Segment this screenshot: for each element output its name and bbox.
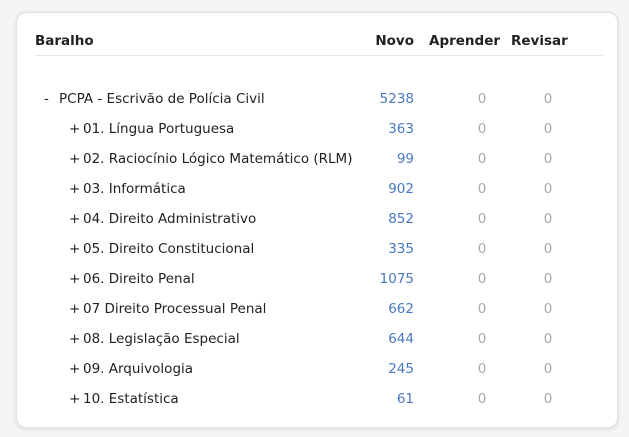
header-new: Novo (375, 33, 414, 49)
review-count: 0 (543, 331, 553, 347)
learn-count: 0 (477, 301, 487, 317)
deck-name[interactable]: 02. Raciocínio Lógico Matemático (RLM) (83, 151, 353, 167)
review-count: 0 (543, 301, 553, 317)
learn-count: 0 (477, 211, 487, 227)
expand-toggle[interactable]: + (69, 151, 81, 167)
expand-toggle[interactable]: - (44, 91, 49, 107)
expand-toggle[interactable]: + (69, 361, 81, 377)
deck-name[interactable]: 01. Língua Portuguesa (83, 121, 235, 137)
deck-name[interactable]: 10. Estatística (83, 391, 179, 407)
new-count: 335 (388, 241, 414, 257)
learn-count: 0 (477, 331, 487, 347)
review-count: 0 (543, 181, 553, 197)
new-count: 61 (396, 391, 414, 407)
deck-name[interactable]: 05. Direito Constitucional (83, 241, 255, 257)
expand-toggle[interactable]: + (69, 331, 81, 347)
new-count: 99 (396, 151, 414, 167)
learn-count: 0 (477, 151, 487, 167)
new-count: 5238 (379, 91, 414, 107)
learn-count: 0 (477, 121, 487, 137)
learn-count: 0 (477, 391, 487, 407)
new-count: 363 (388, 121, 414, 137)
review-count: 0 (543, 151, 553, 167)
expand-toggle[interactable]: + (69, 181, 81, 197)
new-count: 245 (388, 361, 414, 377)
expand-toggle[interactable]: + (69, 211, 81, 227)
review-count: 0 (543, 391, 553, 407)
deck-card: Baralho Novo Aprender Revisar - PCPA - Es… (16, 12, 618, 428)
deck-name[interactable]: 04. Direito Administrativo (83, 211, 257, 227)
new-count: 644 (388, 331, 414, 347)
deck-name[interactable]: PCPA - Escrivão de Polícia Civil (59, 91, 265, 107)
new-count: 902 (388, 181, 414, 197)
deck-name[interactable]: 08. Legislação Especial (83, 331, 240, 347)
learn-count: 0 (477, 241, 487, 257)
expand-toggle[interactable]: + (69, 241, 81, 257)
header-review: Revisar (511, 33, 568, 49)
new-count: 852 (388, 211, 414, 227)
new-count: 662 (388, 301, 414, 317)
learn-count: 0 (477, 181, 487, 197)
review-count: 0 (543, 361, 553, 377)
header-divider (35, 55, 603, 56)
learn-count: 0 (477, 361, 487, 377)
expand-toggle[interactable]: + (69, 121, 81, 137)
expand-toggle[interactable]: + (69, 271, 81, 287)
header-learn: Aprender (429, 33, 501, 49)
review-count: 0 (543, 121, 553, 137)
deck-name[interactable]: 03. Informática (83, 181, 186, 197)
deck-name[interactable]: 09. Arquivologia (83, 361, 194, 377)
learn-count: 0 (477, 91, 487, 107)
review-count: 0 (543, 241, 553, 257)
review-count: 0 (543, 91, 553, 107)
header-deck: Baralho (35, 33, 94, 49)
deck-name[interactable]: 06. Direito Penal (83, 271, 195, 287)
deck-name[interactable]: 07 Direito Processual Penal (83, 301, 267, 317)
expand-toggle[interactable]: + (69, 391, 81, 407)
expand-toggle[interactable]: + (69, 301, 81, 317)
new-count: 1075 (379, 271, 414, 287)
learn-count: 0 (477, 271, 487, 287)
review-count: 0 (543, 211, 553, 227)
review-count: 0 (543, 271, 553, 287)
